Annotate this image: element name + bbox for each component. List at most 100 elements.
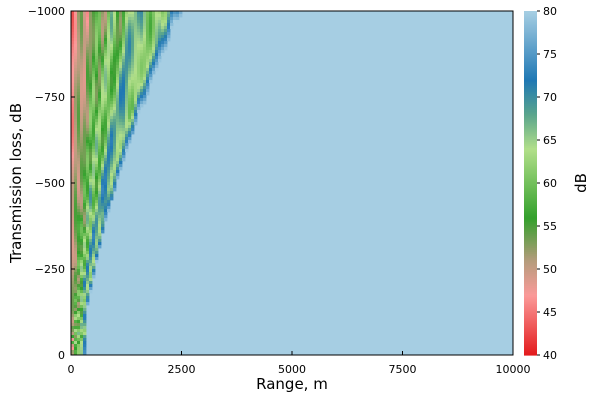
- heatmap-cell: [107, 122, 111, 126]
- heatmap-cell: [131, 56, 135, 60]
- heatmap-cell: [119, 41, 123, 45]
- heatmap-cell: [71, 110, 75, 114]
- colorbar-segment: [524, 163, 537, 166]
- heatmap-cell: [74, 155, 78, 159]
- heatmap-cell: [110, 101, 114, 105]
- heatmap-cell: [74, 287, 78, 291]
- heatmap-cell: [104, 95, 108, 99]
- heatmap-cell: [98, 206, 102, 210]
- heatmap-cell: [80, 77, 84, 81]
- heatmap-cell: [122, 50, 126, 54]
- heatmap-cell: [74, 128, 78, 132]
- heatmap-cell: [107, 23, 111, 27]
- colorbar-segment: [524, 295, 537, 298]
- heatmap-cell: [71, 236, 75, 240]
- heatmap-cell: [110, 188, 114, 192]
- heatmap-cell: [143, 101, 147, 105]
- colorbar-segment: [524, 179, 537, 182]
- heatmap-cell: [77, 239, 81, 243]
- heatmap-cell: [86, 197, 90, 201]
- heatmap-cell: [134, 14, 138, 18]
- heatmap-cell: [83, 188, 87, 192]
- heatmap-cell: [74, 206, 78, 210]
- heatmap-cell: [71, 305, 75, 309]
- heatmap-cell: [113, 44, 117, 48]
- colorbar-segment: [524, 335, 537, 338]
- heatmap-cell: [143, 53, 147, 57]
- heatmap-cell: [80, 296, 84, 300]
- heatmap-cell: [71, 71, 75, 75]
- heatmap-cell: [89, 191, 93, 195]
- heatmap-cell: [113, 53, 117, 57]
- heatmap-cell: [125, 101, 129, 105]
- heatmap-cell: [116, 92, 120, 96]
- heatmap-cell: [113, 140, 117, 144]
- heatmap-cell: [83, 29, 87, 33]
- heatmap-cell: [92, 41, 96, 45]
- heatmap-cell: [125, 98, 129, 102]
- heatmap-cell: [134, 86, 138, 90]
- colorbar-segment: [524, 325, 537, 328]
- heatmap-cell: [77, 275, 81, 279]
- heatmap-cell: [104, 62, 108, 66]
- colorbar-segment: [524, 267, 537, 270]
- heatmap-cell: [116, 119, 120, 123]
- heatmap-cell: [92, 116, 96, 120]
- heatmap-cell: [86, 272, 90, 276]
- heatmap-cell: [92, 248, 96, 252]
- heatmap-cell: [122, 152, 126, 156]
- heatmap-cell: [122, 95, 126, 99]
- heatmap-cell: [101, 89, 105, 93]
- heatmap-cell: [146, 26, 150, 30]
- heatmap-cell: [80, 143, 84, 147]
- heatmap-cell: [74, 266, 78, 270]
- heatmap-cell: [113, 173, 117, 177]
- heatmap-cell: [80, 284, 84, 288]
- heatmap-cell: [95, 62, 99, 66]
- colorbar-segment: [524, 193, 537, 196]
- heatmap-cell: [125, 83, 129, 87]
- heatmap-cell: [173, 11, 177, 15]
- heatmap-cell: [98, 149, 102, 153]
- heatmap-cell: [74, 332, 78, 336]
- heatmap-cell: [140, 92, 144, 96]
- heatmap-cell: [164, 11, 168, 15]
- heatmap-cell: [128, 113, 132, 117]
- heatmap-cell: [98, 23, 102, 27]
- heatmap-cell: [104, 185, 108, 189]
- colorbar-segment: [524, 229, 537, 232]
- heatmap-cell: [92, 230, 96, 234]
- heatmap-cell: [71, 68, 75, 72]
- heatmap-cell: [74, 11, 78, 15]
- heatmap-cell: [77, 305, 81, 309]
- heatmap-cell: [128, 14, 132, 18]
- heatmap-cell: [116, 161, 120, 165]
- heatmap-cell: [83, 152, 87, 156]
- heatmap-cell: [104, 17, 108, 21]
- heatmap-cell: [116, 44, 120, 48]
- heatmap-cell: [167, 35, 171, 39]
- heatmap-cell: [89, 104, 93, 108]
- heatmap-cell: [77, 185, 81, 189]
- heatmap-cell: [107, 197, 111, 201]
- heatmap-cell: [77, 248, 81, 252]
- heatmap-cell: [74, 173, 78, 177]
- heatmap-cell: [152, 29, 156, 33]
- heatmap-cell: [107, 164, 111, 168]
- heatmap-cell: [92, 182, 96, 186]
- heatmap-cell: [110, 65, 114, 69]
- heatmap-cell: [77, 272, 81, 276]
- heatmap-cell: [152, 11, 156, 15]
- colorbar-segment: [524, 257, 537, 260]
- heatmap-cell: [125, 122, 129, 126]
- heatmap-cell: [149, 62, 153, 66]
- heatmap-cell: [104, 134, 108, 138]
- heatmap-cell: [83, 92, 87, 96]
- heatmap-cell: [107, 20, 111, 24]
- heatmap-cell: [86, 110, 90, 114]
- heatmap-cell: [110, 86, 114, 90]
- heatmap-cell: [71, 215, 75, 219]
- heatmap-cell: [149, 65, 153, 69]
- heatmap-cell: [86, 125, 90, 129]
- heatmap-cell: [80, 38, 84, 42]
